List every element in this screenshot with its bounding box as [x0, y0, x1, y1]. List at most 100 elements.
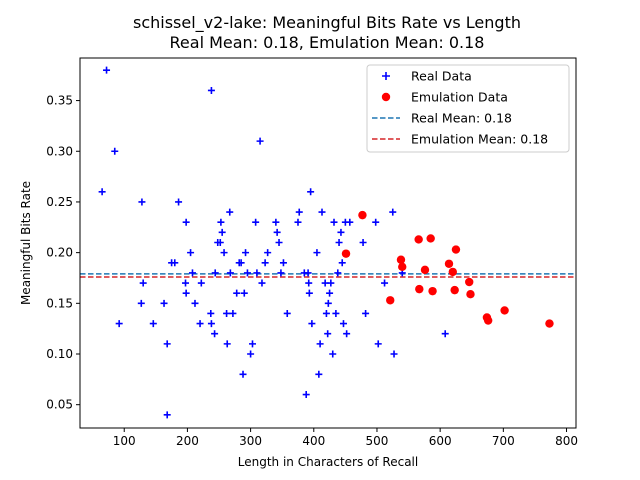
legend-box [366, 64, 570, 153]
emulation-data-point [451, 245, 461, 254]
real-data-point [243, 269, 251, 277]
real-data-point [171, 259, 179, 267]
real-data-point [237, 259, 245, 267]
real-data-point [279, 259, 287, 267]
emulation-data-point [428, 286, 437, 296]
real-data-point [187, 249, 195, 257]
real-data-point [374, 340, 382, 348]
real-data-point [223, 309, 231, 317]
real-data-point [247, 350, 255, 358]
real-data-point [188, 269, 196, 277]
real-data-point [330, 218, 338, 226]
chart-title-line1: schissel_v2-lake: Meaningful Bits Rate v… [133, 13, 521, 33]
emulation-data-point [398, 262, 407, 272]
real-data-point [261, 259, 269, 267]
real-data-point [337, 228, 345, 236]
data-points [98, 66, 554, 419]
real-data-point [197, 279, 205, 287]
real-data-point [220, 249, 228, 257]
real-data-point [327, 279, 335, 287]
x-tick-label: 700 [492, 434, 515, 448]
real-data-point [163, 340, 171, 348]
real-data-point [318, 208, 326, 216]
real-data-point [316, 340, 324, 348]
real-data-point [226, 269, 234, 277]
real-data-point [137, 299, 145, 307]
real-data-point [216, 238, 224, 246]
real-data-point [315, 370, 323, 378]
real-data-point [273, 228, 281, 236]
real-data-point [239, 370, 247, 378]
real-data-point [191, 299, 199, 307]
y-axis-ticks: 0.05 0.10 0.15 0.20 0.25 0.30 0.35 [46, 94, 80, 412]
real-data-point [138, 198, 146, 206]
emulation-data-point [450, 285, 459, 295]
real-data-point [242, 249, 250, 257]
real-data-point [211, 330, 219, 338]
real-data-point [207, 86, 215, 94]
real-data-point [313, 249, 321, 257]
real-data-point [226, 208, 234, 216]
real-data-point [294, 218, 302, 226]
real-data-point [248, 340, 256, 348]
legend-emulation-mean: Emulation Mean: 0.18 [372, 132, 548, 147]
x-tick-label: 800 [555, 434, 578, 448]
real-data-point [308, 320, 316, 328]
y-tick-label: 0.05 [46, 398, 73, 412]
real-data-point [324, 299, 332, 307]
real-data-point [111, 147, 119, 155]
x-tick-label: 200 [176, 434, 199, 448]
real-data-point [182, 279, 190, 287]
emulation-data-point [358, 210, 367, 220]
real-data-point [381, 279, 389, 287]
legend-circle-marker [381, 92, 391, 102]
real-data-point [256, 137, 264, 145]
legend-plus-marker [382, 72, 390, 80]
x-axis-label: Length in Characters of Recall [238, 455, 418, 469]
real-data-point [272, 218, 280, 226]
real-data-point [359, 238, 367, 246]
real-data-point [322, 309, 330, 317]
y-tick-label: 0.15 [46, 296, 73, 310]
mean-lines [80, 273, 576, 278]
legend-label: Emulation Mean: 0.18 [411, 132, 548, 147]
emulation-data-point [414, 235, 423, 244]
real-data-point [139, 279, 147, 287]
real-data-point [175, 198, 183, 206]
real-data-point [335, 238, 343, 246]
real-data-point [302, 391, 310, 399]
real-data-point [343, 330, 351, 338]
emulation-data-point [341, 249, 351, 258]
legend-emulation-data: Emulation Data [381, 90, 508, 105]
real-data-point [223, 340, 231, 348]
emulation-data-point [415, 284, 424, 294]
legend-real-data: Real Data [382, 69, 472, 84]
real-data-point [324, 330, 332, 338]
emulation-data-point [545, 319, 554, 328]
real-data-point [326, 289, 334, 297]
real-data-point [346, 218, 354, 226]
legend-real-mean: Real Mean: 0.18 [372, 111, 512, 126]
real-data-point [149, 320, 157, 328]
real-data-point [218, 228, 226, 236]
real-data-point [240, 289, 248, 297]
x-tick-label: 500 [366, 434, 389, 448]
real-data-point [277, 269, 285, 277]
emulation-data-point [420, 265, 430, 275]
chart-title-line2: Real Mean: 0.18, Emulation Mean: 0.18 [170, 33, 485, 52]
real-data-point [196, 320, 204, 328]
real-data-point [211, 269, 219, 277]
real-data-point [305, 289, 313, 297]
emulation-data-point [426, 234, 435, 243]
real-data-point [229, 309, 237, 317]
real-data-point [275, 238, 283, 246]
real-data-point [264, 249, 272, 257]
real-data-point [372, 218, 380, 226]
real-data-point [283, 309, 291, 317]
real-data-point [233, 289, 241, 297]
y-tick-label: 0.35 [46, 94, 73, 108]
x-axis-ticks: 100 200 300 400 500 600 700 800 [113, 428, 578, 448]
real-data-point [253, 269, 261, 277]
y-tick-label: 0.30 [46, 144, 73, 158]
